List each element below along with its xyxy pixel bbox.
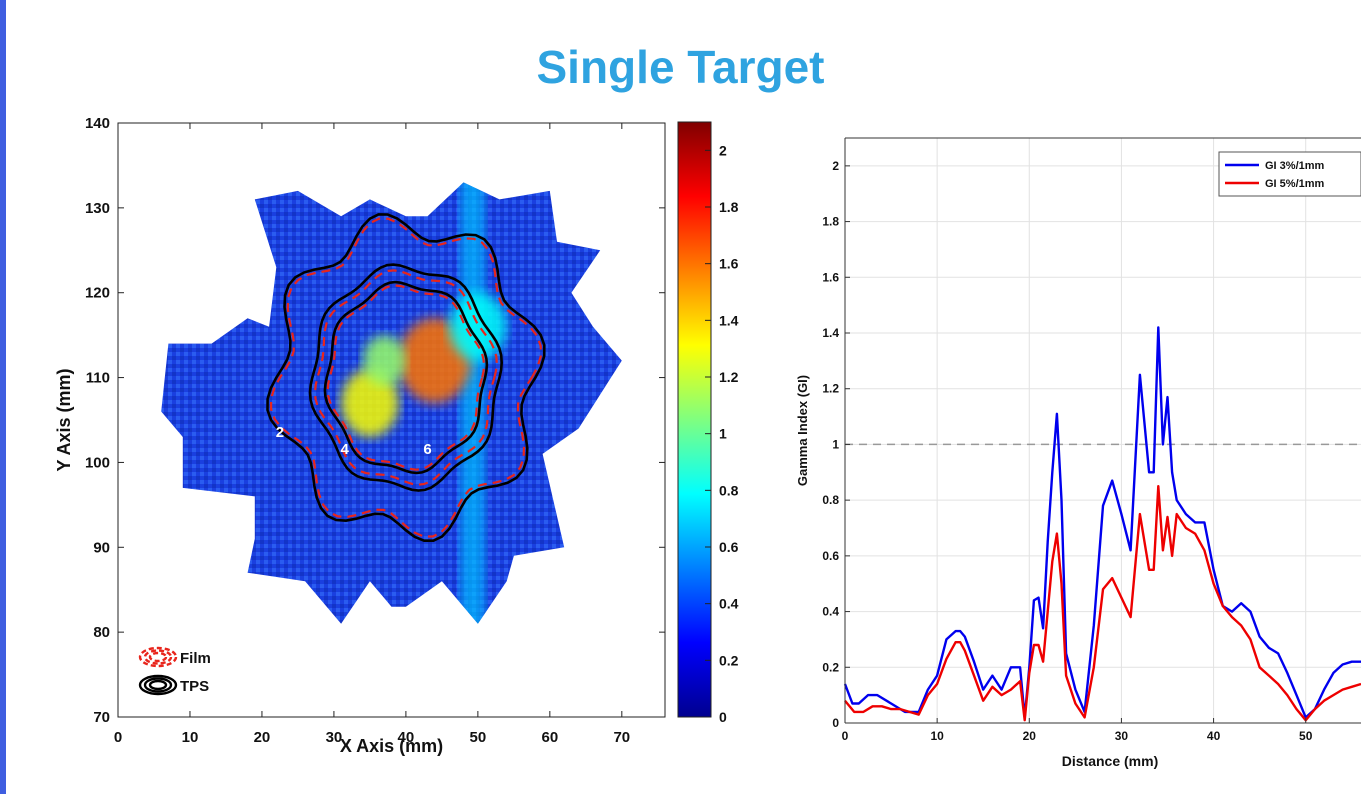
legend-item-film: Film <box>138 646 211 668</box>
y-tick-label: 0.4 <box>822 605 839 619</box>
y-tick-label: 100 <box>85 454 110 471</box>
heatmap-frame <box>117 122 666 718</box>
legend-swatch <box>148 679 168 691</box>
colorbar-tick-label: 0.8 <box>719 482 739 498</box>
slide-title: Single Target <box>536 41 825 93</box>
x-tick-label: 0 <box>114 729 122 746</box>
x-tick-label: 30 <box>1115 729 1129 743</box>
legend-swatch <box>138 674 178 696</box>
y-tick-label: 0.6 <box>822 549 839 563</box>
legend-swatch <box>143 649 173 665</box>
y-tick-label: 1.6 <box>822 270 839 284</box>
legend-swatch <box>143 677 173 693</box>
legend-swatch <box>148 651 168 663</box>
tps-contour-2 <box>323 280 489 475</box>
legend-label: GI 5%/1mm <box>1265 178 1325 190</box>
colorbar-tick-label: 1.6 <box>719 256 739 272</box>
x-axis-label: X Axis (mm) <box>340 736 443 756</box>
film-contour-2 <box>326 284 486 471</box>
x-tick-label: 20 <box>254 729 271 746</box>
y-tick-label: 0.8 <box>822 493 839 507</box>
x-axis-label: Distance (mm) <box>1062 753 1158 769</box>
y-tick-label: 2 <box>832 159 839 173</box>
colorbar-tick-label: 0.4 <box>719 596 739 612</box>
dose-level-label-1: 4 <box>341 441 350 458</box>
hot-spot-2 <box>362 335 406 387</box>
y-tick-label: 130 <box>85 200 110 217</box>
x-tick-label: 20 <box>1023 729 1037 743</box>
y-tick-label: 90 <box>93 539 110 556</box>
colorbar <box>677 121 712 718</box>
series-line-1 <box>844 485 1361 722</box>
legend-swatch <box>138 646 178 668</box>
y-axis-label: Y Axis (mm) <box>54 368 74 471</box>
x-tick-label: 40 <box>398 729 415 746</box>
y-tick-label: 0 <box>832 716 839 730</box>
line-plot-area <box>845 138 1361 723</box>
x-tick-label: 10 <box>182 729 199 746</box>
x-tick-label: 50 <box>470 729 487 746</box>
legend-item-tps: TPS <box>138 674 209 696</box>
legend-box <box>1218 151 1361 197</box>
y-tick-label: 0.2 <box>822 660 839 674</box>
dose-level-label-0: 2 <box>276 424 284 441</box>
colorbar-tick-label: 0.2 <box>719 652 739 668</box>
legend-label: TPS <box>180 678 209 695</box>
x-tick-label: 40 <box>1207 729 1221 743</box>
y-tick-label: 1.2 <box>822 382 839 396</box>
y-tick-label: 70 <box>93 709 110 726</box>
legend-label: Film <box>180 650 211 667</box>
colorbar-tick-label: 1.8 <box>719 199 739 215</box>
y-tick-label: 110 <box>86 370 110 387</box>
y-axis-label: Gamma Index (GI) <box>795 375 810 486</box>
film-contour-0 <box>270 217 542 538</box>
y-tick-label: 140 <box>85 115 110 132</box>
tps-contour-1 <box>308 263 504 492</box>
slide-accent-bar <box>0 0 6 794</box>
x-tick-label: 0 <box>842 729 849 743</box>
x-tick-label: 70 <box>613 729 630 746</box>
dose-level-label-2: 6 <box>423 441 431 458</box>
y-tick-label: 1.4 <box>822 326 839 340</box>
y-tick-label: 1 <box>832 437 839 451</box>
x-tick-label: 10 <box>930 729 944 743</box>
legend-label: GI 3%/1mm <box>1265 160 1325 172</box>
colorbar-tick-label: 1.4 <box>719 312 739 328</box>
hot-spots <box>341 182 507 624</box>
colorbar-tick-label: 1 <box>719 426 727 442</box>
colorbar-tick-label: 0.6 <box>719 539 739 555</box>
legend-item-0: GI 3%/1mm <box>1225 160 1325 172</box>
tps-contour-0 <box>266 213 546 542</box>
colorbar-tick-label: 1.2 <box>719 369 739 385</box>
legend-item-1: GI 5%/1mm <box>1225 178 1325 190</box>
colorbar-tick-label: 0 <box>719 709 727 725</box>
y-tick-label: 1.8 <box>822 215 839 229</box>
colorbar-tick-label: 2 <box>719 142 727 158</box>
y-tick-label: 80 <box>93 624 110 641</box>
x-tick-label: 50 <box>1299 729 1313 743</box>
x-tick-label: 60 <box>541 729 558 746</box>
series-line-0 <box>843 326 1361 719</box>
y-tick-label: 120 <box>85 285 110 302</box>
film-contour-1 <box>313 269 498 486</box>
x-tick-label: 30 <box>326 729 343 746</box>
